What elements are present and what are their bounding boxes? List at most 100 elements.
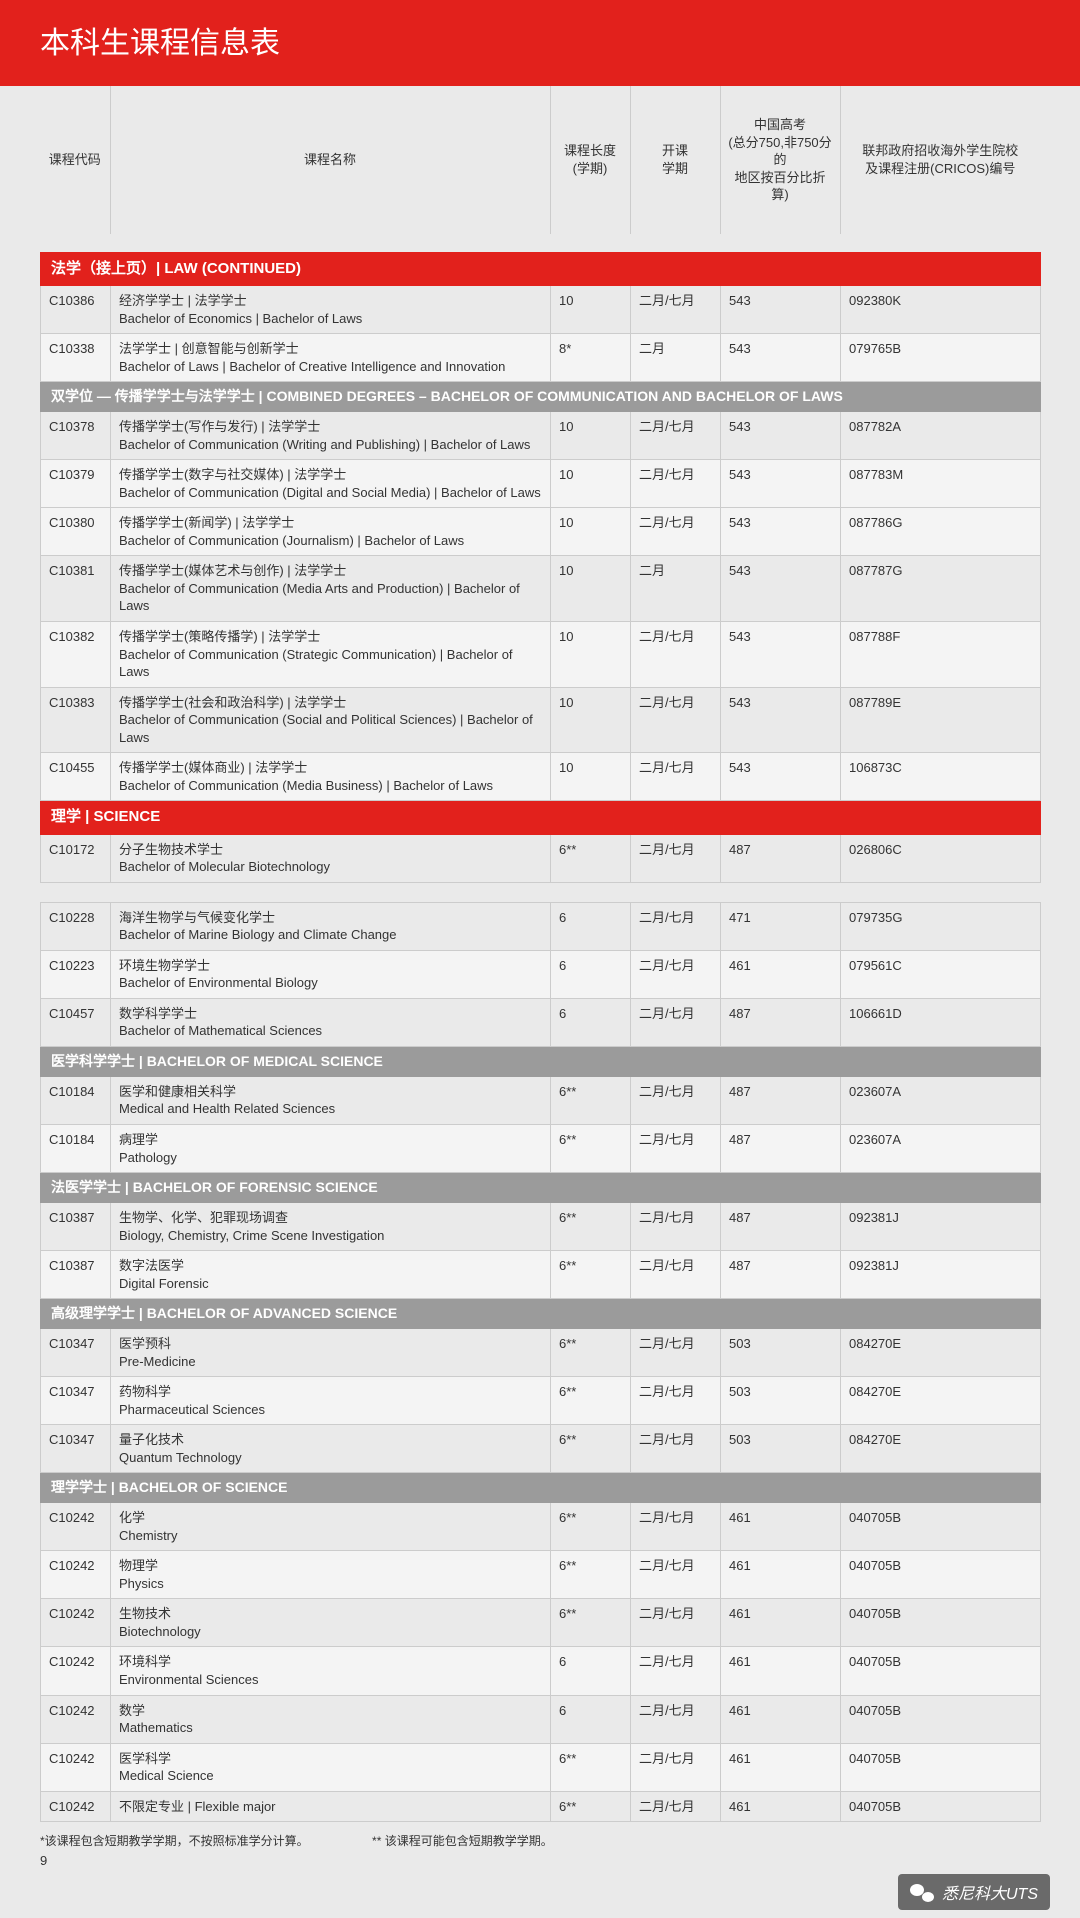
section-header-grey: 法医学学士 | BACHELOR OF FORENSIC SCIENCE bbox=[41, 1173, 1041, 1203]
table-row: C10184病理学Pathology6**二月/七月487023607A bbox=[41, 1124, 1041, 1172]
cell-gaokao: 543 bbox=[721, 508, 841, 556]
cell-gaokao: 461 bbox=[721, 1551, 841, 1599]
cell-name: 物理学Physics bbox=[111, 1551, 551, 1599]
course-name-en: Medical Science bbox=[119, 1767, 542, 1785]
cell-code: C10383 bbox=[41, 687, 111, 753]
course-name-en: Pharmaceutical Sciences bbox=[119, 1401, 542, 1419]
table-row: C10172分子生物技术学士Bachelor of Molecular Biot… bbox=[41, 834, 1041, 882]
section-label: 高级理学学士 | BACHELOR OF ADVANCED SCIENCE bbox=[41, 1299, 1041, 1329]
cell-gaokao: 461 bbox=[721, 950, 841, 998]
table-row: C10383传播学学士(社会和政治科学) | 法学学士Bachelor of C… bbox=[41, 687, 1041, 753]
cell-gaokao: 487 bbox=[721, 1251, 841, 1299]
cell-duration: 6** bbox=[551, 1124, 631, 1172]
header-cricos-l2: 及课程注册(CRICOS)编号 bbox=[865, 161, 1015, 176]
cell-cricos: 106873C bbox=[841, 753, 1041, 801]
cell-cricos: 084270E bbox=[841, 1377, 1041, 1425]
course-name-cn: 化学 bbox=[119, 1509, 542, 1527]
cell-code: C10228 bbox=[41, 902, 111, 950]
course-name-cn: 不限定专业 | Flexible major bbox=[119, 1798, 542, 1816]
course-name-en: Bachelor of Mathematical Sciences bbox=[119, 1022, 542, 1040]
course-name-cn: 传播学学士(数字与社交媒体) | 法学学士 bbox=[119, 466, 542, 484]
cell-code: C10347 bbox=[41, 1425, 111, 1473]
table-row: C10379传播学学士(数字与社交媒体) | 法学学士Bachelor of C… bbox=[41, 460, 1041, 508]
cell-cricos: 084270E bbox=[841, 1329, 1041, 1377]
course-name-cn: 传播学学士(媒体商业) | 法学学士 bbox=[119, 759, 542, 777]
table-row: C10242物理学Physics6**二月/七月461040705B bbox=[41, 1551, 1041, 1599]
course-name-en: Pathology bbox=[119, 1149, 542, 1167]
section-label: 双学位 — 传播学学士与法学学士 | COMBINED DEGREES – BA… bbox=[41, 382, 1041, 412]
cell-code: C10223 bbox=[41, 950, 111, 998]
table-row: C10457数学科学学士Bachelor of Mathematical Sci… bbox=[41, 998, 1041, 1046]
cell-name: 生物技术Biotechnology bbox=[111, 1599, 551, 1647]
header-name: 课程名称 bbox=[110, 86, 550, 234]
cell-cricos: 092381J bbox=[841, 1251, 1041, 1299]
course-table: 法学（接上页）| LAW (CONTINUED)C10386经济学学士 | 法学… bbox=[40, 252, 1041, 1823]
cell-intake: 二月/七月 bbox=[631, 1329, 721, 1377]
cell-intake: 二月 bbox=[631, 556, 721, 622]
course-name-en: Bachelor of Communication (Social and Po… bbox=[119, 711, 542, 746]
cell-name: 数学Mathematics bbox=[111, 1695, 551, 1743]
cell-gaokao: 543 bbox=[721, 334, 841, 382]
column-header-table: 课程代码 课程名称 课程长度 (学期) 开课 学期 中国高考 (总分750,非7… bbox=[40, 86, 1040, 234]
cell-intake: 二月/七月 bbox=[631, 1551, 721, 1599]
cell-name: 传播学学士(策略传播学) | 法学学士Bachelor of Communica… bbox=[111, 621, 551, 687]
table-row: C10242医学科学Medical Science6**二月/七月4610407… bbox=[41, 1743, 1041, 1791]
table-row: C10338法学学士 | 创意智能与创新学士Bachelor of Laws |… bbox=[41, 334, 1041, 382]
cell-duration: 6 bbox=[551, 998, 631, 1046]
cell-cricos: 023607A bbox=[841, 1124, 1041, 1172]
page-number: 9 bbox=[40, 1853, 1040, 1868]
cell-code: C10242 bbox=[41, 1551, 111, 1599]
cell-gaokao: 461 bbox=[721, 1743, 841, 1791]
header-gaokao: 中国高考 (总分750,非750分的 地区按百分比折算) bbox=[720, 86, 840, 234]
section-header-red: 理学 | SCIENCE bbox=[41, 801, 1041, 834]
course-name-cn: 数字法医学 bbox=[119, 1257, 542, 1275]
cell-code: C10242 bbox=[41, 1791, 111, 1822]
table-row: C10184医学和健康相关科学Medical and Health Relate… bbox=[41, 1076, 1041, 1124]
table-row: C10223环境生物学学士Bachelor of Environmental B… bbox=[41, 950, 1041, 998]
table-row: C10347药物科学Pharmaceutical Sciences6**二月/七… bbox=[41, 1377, 1041, 1425]
course-name-cn: 医学预科 bbox=[119, 1335, 542, 1353]
cell-code: C10347 bbox=[41, 1329, 111, 1377]
cell-intake: 二月/七月 bbox=[631, 1425, 721, 1473]
course-name-en: Digital Forensic bbox=[119, 1275, 542, 1293]
table-row: C10387数字法医学Digital Forensic6**二月/七月48709… bbox=[41, 1251, 1041, 1299]
course-name-en: Bachelor of Molecular Biotechnology bbox=[119, 858, 542, 876]
table-row: C10242环境科学Environmental Sciences6二月/七月46… bbox=[41, 1647, 1041, 1695]
cell-duration: 6** bbox=[551, 1329, 631, 1377]
cell-intake: 二月/七月 bbox=[631, 412, 721, 460]
section-label: 理学 | SCIENCE bbox=[41, 801, 1041, 834]
cell-gaokao: 487 bbox=[721, 1076, 841, 1124]
cell-duration: 8* bbox=[551, 334, 631, 382]
cell-intake: 二月/七月 bbox=[631, 834, 721, 882]
cell-intake: 二月/七月 bbox=[631, 1124, 721, 1172]
cell-code: C10386 bbox=[41, 285, 111, 333]
cell-code: C10455 bbox=[41, 753, 111, 801]
cell-intake: 二月/七月 bbox=[631, 1599, 721, 1647]
cell-duration: 10 bbox=[551, 285, 631, 333]
cell-name: 海洋生物学与气候变化学士Bachelor of Marine Biology a… bbox=[111, 902, 551, 950]
cell-duration: 10 bbox=[551, 687, 631, 753]
cell-duration: 6** bbox=[551, 1425, 631, 1473]
cell-gaokao: 543 bbox=[721, 687, 841, 753]
footnote-2: ** 该课程可能包含短期教学学期。 bbox=[372, 1834, 553, 1848]
cell-gaokao: 543 bbox=[721, 412, 841, 460]
cell-name: 经济学学士 | 法学学士Bachelor of Economics | Bach… bbox=[111, 285, 551, 333]
cell-gaokao: 461 bbox=[721, 1599, 841, 1647]
header-gaokao-l1: 中国高考 bbox=[754, 117, 806, 132]
cell-cricos: 040705B bbox=[841, 1647, 1041, 1695]
cell-duration: 10 bbox=[551, 508, 631, 556]
cell-gaokao: 503 bbox=[721, 1425, 841, 1473]
cell-cricos: 092381J bbox=[841, 1202, 1041, 1250]
header-intake: 开课 学期 bbox=[630, 86, 720, 234]
cell-intake: 二月/七月 bbox=[631, 285, 721, 333]
cell-name: 药物科学Pharmaceutical Sciences bbox=[111, 1377, 551, 1425]
course-name-en: Bachelor of Economics | Bachelor of Laws bbox=[119, 310, 542, 328]
cell-duration: 10 bbox=[551, 412, 631, 460]
course-name-cn: 物理学 bbox=[119, 1557, 542, 1575]
course-name-en: Bachelor of Laws | Bachelor of Creative … bbox=[119, 358, 542, 376]
cell-code: C10381 bbox=[41, 556, 111, 622]
cell-cricos: 040705B bbox=[841, 1695, 1041, 1743]
cell-cricos: 087786G bbox=[841, 508, 1041, 556]
course-name-cn: 量子化技术 bbox=[119, 1431, 542, 1449]
course-name-en: Quantum Technology bbox=[119, 1449, 542, 1467]
